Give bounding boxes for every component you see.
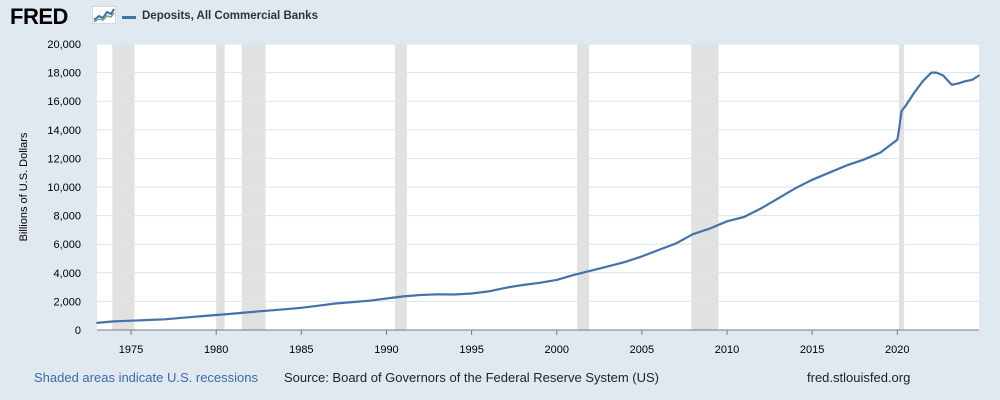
y-axis: 0 2,000 4,000 6,000 8,000 10,000 12,000 14,000 1… <box>47 39 81 337</box>
data-point <box>640 255 643 258</box>
x-tick-label: 1985 <box>289 344 313 356</box>
y-tick-label: 2,000 <box>53 296 81 308</box>
data-point <box>96 321 98 324</box>
data-point <box>521 284 524 286</box>
data-point <box>504 286 507 289</box>
y-tick-label: 14,000 <box>47 125 81 137</box>
data-point <box>794 187 797 190</box>
y-tick-label: 4,000 <box>53 268 81 280</box>
series-layer <box>96 71 980 324</box>
data-point <box>900 110 903 113</box>
data-point <box>215 314 218 316</box>
y-axis-title: Billions of U.S. Dollars <box>18 132 30 241</box>
y-tick-label: 10,000 <box>47 182 81 194</box>
data-point <box>368 299 371 302</box>
x-tick-label: 1980 <box>204 344 228 356</box>
data-point <box>811 178 814 181</box>
y-tick-label: 16,000 <box>47 96 81 108</box>
site-link[interactable]: fred.stlouisfed.org <box>807 370 911 385</box>
data-point <box>300 306 303 309</box>
legend-label: Deposits, All Commercial Banks <box>142 10 318 22</box>
data-point <box>828 171 831 174</box>
data-point <box>709 227 711 230</box>
data-point <box>942 74 945 77</box>
x-tick-label: 2020 <box>885 344 909 356</box>
data-point <box>743 216 745 218</box>
data-point <box>266 309 269 312</box>
x-tick-label: 2005 <box>630 344 654 356</box>
data-point <box>130 319 132 322</box>
legend-swatch <box>122 16 136 19</box>
y-tick-label: 18,000 <box>47 68 81 80</box>
x-tick-label: 1995 <box>459 344 483 356</box>
chart-area: 0 2,000 4,000 6,000 8,000 10,000 12,000 14,000 1… <box>18 39 980 356</box>
data-point <box>606 265 609 268</box>
data-point <box>538 281 541 284</box>
data-point <box>283 308 286 311</box>
data-point <box>978 74 980 77</box>
data-point <box>964 80 967 83</box>
x-tick-label: 1975 <box>119 344 143 356</box>
data-point <box>623 261 626 263</box>
fred-chart-icon <box>92 6 116 24</box>
data-point <box>913 91 916 94</box>
data-point <box>904 104 907 107</box>
y-tick-label: 0 <box>75 325 81 337</box>
data-point <box>317 304 320 307</box>
x-tick-label: 1990 <box>374 344 398 356</box>
y-tick-label: 8,000 <box>53 211 81 223</box>
data-point <box>164 318 167 321</box>
x-tick-label: 2010 <box>715 344 739 356</box>
data-point <box>334 302 337 305</box>
data-point <box>675 242 677 245</box>
data-point <box>419 294 422 296</box>
data-point <box>935 71 938 74</box>
data-point <box>113 320 115 323</box>
source-note: Source: Board of Governors of the Federa… <box>284 370 659 385</box>
fred-logo[interactable]: FRED <box>10 4 68 29</box>
data-point <box>181 316 184 319</box>
y-tick-label: 20,000 <box>47 39 81 51</box>
x-tick-label: 2000 <box>544 344 568 356</box>
data-point <box>198 315 201 318</box>
data-point <box>249 311 252 314</box>
data-point <box>692 233 694 236</box>
data-point <box>971 78 974 81</box>
data-point <box>470 292 473 295</box>
data-point <box>453 293 456 296</box>
recession-note-link[interactable]: Shaded areas indicate U.S. recessions <box>34 370 259 385</box>
chart-footer: Shaded areas indicate U.S. recessions So… <box>0 370 1000 390</box>
x-axis: 1975 1980 1985 1990 1995 2000 2005 2010 2015 2020 <box>97 329 979 356</box>
data-point <box>957 82 960 85</box>
data-point <box>862 158 865 161</box>
data-point <box>351 301 354 304</box>
data-point <box>589 269 592 272</box>
data-point <box>950 83 953 86</box>
data-point <box>726 220 728 223</box>
data-point <box>947 80 950 83</box>
data-point <box>657 249 660 251</box>
data-point <box>879 151 882 154</box>
data-point <box>487 290 490 293</box>
y-tick-label: 6,000 <box>53 239 81 251</box>
data-point <box>555 279 558 281</box>
data-point <box>896 138 899 141</box>
y-tick-label: 12,000 <box>47 153 81 165</box>
data-point <box>147 319 149 321</box>
data-point <box>572 274 575 276</box>
data-point <box>760 207 762 210</box>
data-point <box>845 164 848 167</box>
series-line-0 <box>96 71 980 324</box>
data-point <box>921 80 924 83</box>
x-tick-label: 2015 <box>800 344 824 356</box>
data-point <box>402 295 405 298</box>
data-point <box>898 128 900 131</box>
data-point <box>436 293 439 296</box>
data-point <box>777 197 779 200</box>
data-point <box>385 297 388 300</box>
chart-header: FRED Deposits, All Commercial Banks <box>0 0 1000 34</box>
data-point <box>930 71 933 74</box>
data-point <box>232 312 235 315</box>
